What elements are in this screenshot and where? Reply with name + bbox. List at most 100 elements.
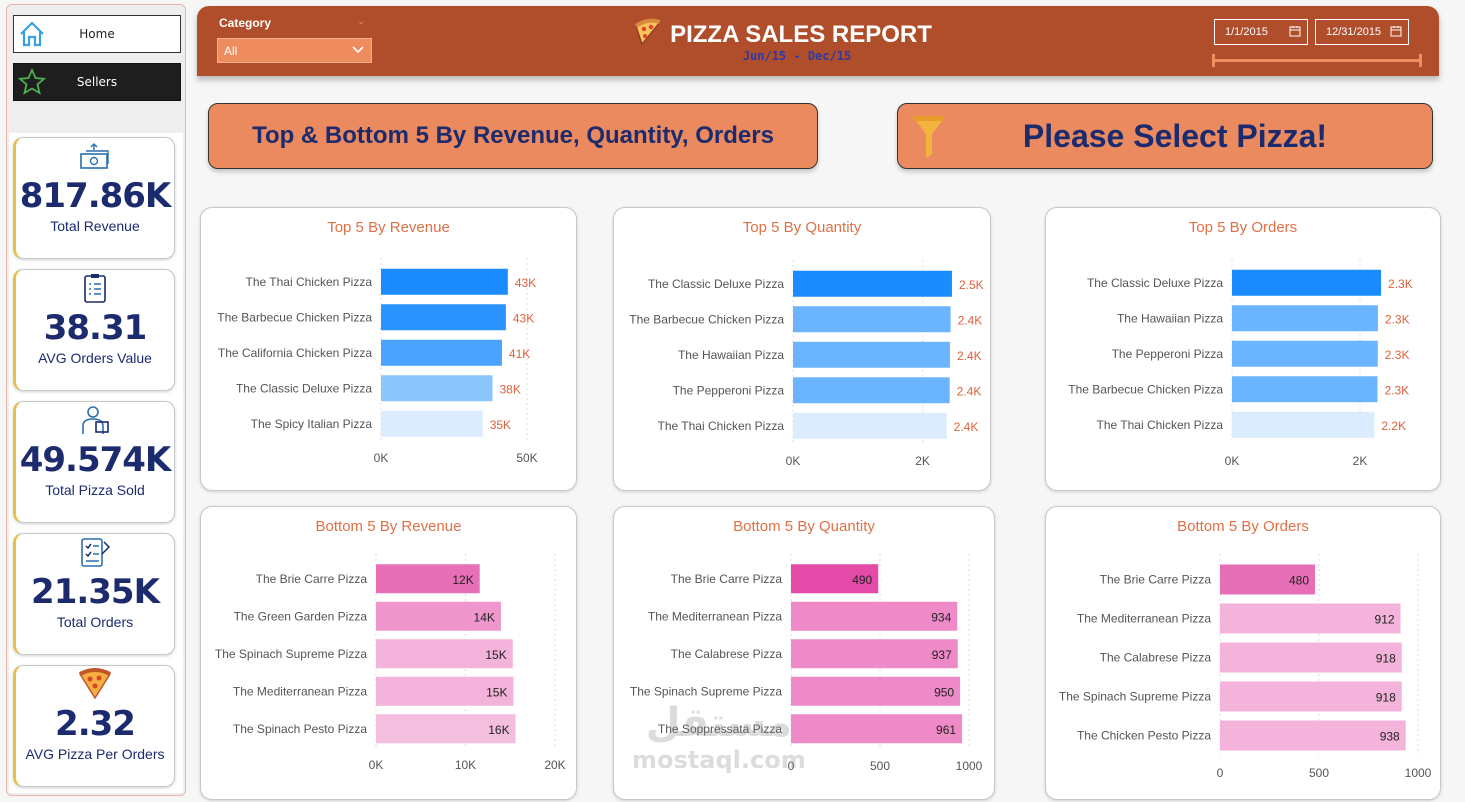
bar[interactable] — [381, 339, 502, 366]
start-date-value: 1/1/2015 — [1225, 26, 1268, 38]
tick-label: 0K — [369, 758, 384, 772]
category-label: The Thai Chicken Pizza — [245, 275, 372, 289]
end-date-input[interactable]: 12/31/2015 — [1315, 19, 1409, 45]
category-label: The Chicken Pesto Pizza — [1077, 729, 1211, 743]
kpi-card-avg-pizza-per-order: 2.32 AVG Pizza Per Orders — [13, 665, 175, 787]
kpi-value: 38.31 — [43, 308, 148, 348]
kpi-label: Total Orders — [56, 614, 134, 630]
bar[interactable] — [376, 714, 516, 744]
chart-svg: Top 5 By Orders The Classic Deluxe Pizza 2… — [1068, 219, 1413, 468]
kpi-value: 21.35K — [31, 572, 160, 612]
category-label: The Spinach Supreme Pizza — [1059, 690, 1211, 704]
tick-label: 10K — [455, 758, 476, 772]
bar[interactable] — [376, 676, 514, 706]
bar[interactable] — [376, 564, 480, 594]
pizza-logo-icon — [632, 16, 664, 53]
chart-svg: Bottom 5 By Orders The Brie Carre Pizza 48… — [1059, 518, 1432, 780]
delivery-icon — [16, 402, 174, 436]
bar[interactable] — [791, 639, 958, 669]
data-label: 41K — [509, 347, 530, 361]
bar[interactable] — [1232, 411, 1375, 438]
tick-label: 0 — [788, 759, 795, 773]
chart-title: Top 5 By Orders — [1189, 219, 1297, 236]
bar[interactable] — [791, 564, 879, 594]
checklist-icon — [16, 534, 174, 568]
kpi-card-avg-order-value: 38.31 AVG Orders Value — [13, 269, 175, 391]
data-label: 43K — [513, 311, 534, 325]
bar[interactable] — [791, 676, 961, 706]
data-label: 938 — [1380, 730, 1400, 744]
category-label: The Classic Deluxe Pizza — [1087, 276, 1223, 290]
chart-title: Bottom 5 By Revenue — [316, 518, 462, 535]
kpi-card-total-orders: 21.35K Total Orders — [13, 533, 175, 655]
date-slider-end-handle[interactable] — [1419, 54, 1422, 67]
bar[interactable] — [1220, 681, 1402, 712]
category-label: The Brie Carre Pizza — [671, 572, 783, 586]
bar[interactable] — [793, 377, 950, 404]
kpi-card-total-revenue: 817.86K Total Revenue — [13, 137, 175, 259]
category-select-value: All — [224, 43, 238, 58]
bar[interactable] — [376, 601, 501, 631]
bar[interactable] — [1232, 269, 1382, 296]
category-select[interactable]: All — [217, 38, 372, 63]
bar[interactable] — [381, 375, 493, 402]
bar[interactable] — [793, 306, 951, 333]
bar[interactable] — [1232, 305, 1378, 332]
category-label: The Spinach Pesto Pizza — [233, 722, 367, 736]
sellers-button[interactable]: Sellers — [13, 63, 181, 101]
category-label: The Thai Chicken Pizza — [1096, 418, 1223, 432]
category-label: The Classic Deluxe Pizza — [236, 381, 372, 395]
bar[interactable] — [1232, 340, 1378, 367]
bar[interactable] — [1220, 642, 1402, 673]
bar[interactable] — [381, 410, 483, 437]
bar[interactable] — [1220, 720, 1406, 751]
bar[interactable] — [381, 304, 506, 331]
category-label: The Spinach Supreme Pizza — [630, 684, 782, 698]
tick-label: 50K — [516, 451, 537, 465]
date-slider-start-handle[interactable] — [1212, 54, 1215, 67]
tick-label: 0K — [1225, 454, 1240, 468]
filter-funnel-icon — [912, 114, 946, 168]
chart-svg: Bottom 5 By Quantity The Brie Carre Pizza… — [630, 518, 983, 773]
select-pizza-banner[interactable]: Please Select Pizza! — [897, 103, 1433, 169]
chart-bottom-orders: Bottom 5 By Orders The Brie Carre Pizza 48… — [1045, 506, 1441, 800]
data-label: 2.3K — [1385, 312, 1410, 326]
bar[interactable] — [1220, 603, 1401, 634]
data-label: 12K — [452, 573, 473, 587]
bar[interactable] — [791, 714, 963, 744]
bar[interactable] — [793, 270, 952, 297]
kpi-value: 2.32 — [55, 704, 136, 744]
chart-title: Top 5 By Revenue — [327, 219, 450, 236]
bar[interactable] — [381, 268, 508, 295]
money-icon — [16, 138, 174, 172]
bar[interactable] — [1232, 376, 1378, 403]
data-label: 2.3K — [1388, 277, 1413, 291]
bar[interactable] — [376, 639, 513, 669]
category-label: The Barbecue Chicken Pizza — [629, 312, 784, 326]
category-label: The Barbecue Chicken Pizza — [1068, 382, 1223, 396]
report-subtitle: Jun/15 - Dec/15 — [742, 49, 852, 63]
home-button[interactable]: Home — [13, 15, 181, 53]
chart-top-revenue: Top 5 By Revenue The Thai Chicken Pizza 43… — [200, 207, 577, 491]
data-label: 2.2K — [1381, 419, 1406, 433]
collapse-chevron-icon[interactable]: ⌄ — [357, 16, 366, 27]
bar[interactable] — [1220, 564, 1316, 595]
category-label: The Mediterranean Pizza — [648, 609, 782, 623]
category-label: The Barbecue Chicken Pizza — [217, 310, 372, 324]
data-label: 934 — [931, 610, 951, 624]
bar[interactable] — [793, 341, 950, 368]
start-date-input[interactable]: 1/1/2015 — [1214, 19, 1308, 45]
category-label: The Brie Carre Pizza — [1100, 573, 1212, 587]
category-label: The Soppressata Pizza — [658, 722, 782, 736]
data-label: 16K — [488, 723, 509, 737]
date-range-slider[interactable] — [1214, 59, 1420, 62]
data-label: 2.3K — [1385, 348, 1410, 362]
bar[interactable] — [791, 601, 958, 631]
report-header: Category ⌄ All PIZZA SALES REPORT Jun/15… — [197, 6, 1439, 76]
bar[interactable] — [793, 412, 947, 439]
data-label: 937 — [932, 648, 952, 662]
report-title: PIZZA SALES REPORT — [617, 16, 947, 53]
data-label: 2.4K — [957, 384, 982, 398]
tick-label: 0K — [374, 451, 389, 465]
